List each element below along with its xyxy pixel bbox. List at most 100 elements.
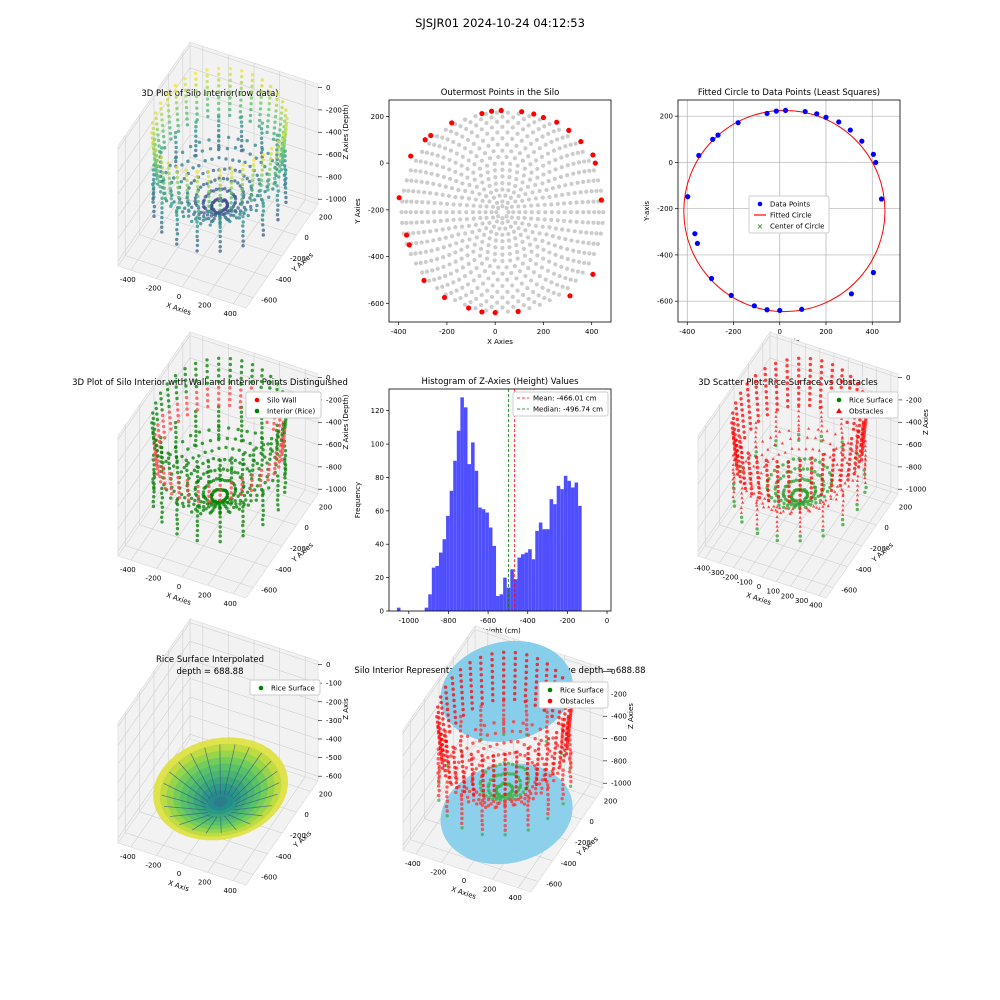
data-point — [280, 162, 284, 167]
data-point — [152, 467, 156, 472]
data-point — [440, 737, 444, 742]
data-point — [175, 232, 180, 236]
grid-line-3d — [762, 462, 891, 505]
data-point — [163, 196, 168, 201]
data-point — [798, 463, 802, 468]
y-tick-label: -200 — [575, 839, 591, 847]
histogram-bar — [513, 579, 518, 611]
interior-point — [573, 141, 578, 146]
data-point — [216, 139, 221, 143]
interior-point — [508, 161, 513, 167]
obstacle-point — [731, 495, 735, 499]
data-point — [234, 505, 239, 509]
interior-point — [504, 214, 509, 219]
data-point — [166, 451, 170, 455]
interior-point — [423, 170, 429, 175]
data-point — [229, 196, 233, 200]
data-point — [194, 438, 198, 443]
y-tick-label: -200 — [657, 205, 673, 213]
data-point — [565, 741, 570, 745]
interior-point — [496, 154, 501, 160]
data-point — [796, 356, 801, 361]
outer-point — [449, 120, 455, 126]
interior-point — [479, 292, 484, 298]
data-point — [218, 463, 222, 468]
data-point — [808, 380, 812, 384]
data-point — [222, 167, 227, 171]
data-point — [503, 767, 507, 772]
interior-point — [507, 251, 512, 257]
data-point — [748, 471, 752, 476]
data-point — [526, 818, 530, 822]
data-point — [216, 78, 221, 82]
data-point — [277, 465, 281, 469]
data-point — [561, 782, 565, 787]
data-point — [513, 650, 518, 655]
interior-point — [584, 230, 589, 235]
y-tick-label: 0 — [304, 234, 308, 242]
data-point — [163, 481, 167, 485]
interior-point — [515, 131, 520, 136]
data-point — [478, 739, 482, 743]
data-point — [260, 453, 265, 457]
data-point — [187, 214, 191, 218]
data-point — [251, 173, 255, 177]
y-tick-label: -400 — [276, 276, 292, 284]
outer-point — [406, 242, 412, 248]
outer-point — [531, 111, 537, 117]
data-point — [818, 394, 823, 398]
interior-point — [580, 220, 585, 225]
data-point — [739, 445, 744, 450]
data-point — [216, 72, 221, 76]
data-point — [185, 183, 189, 188]
data-point — [436, 757, 440, 761]
obstacle-point — [819, 415, 823, 419]
interior-point — [513, 236, 518, 241]
interior-point — [561, 218, 567, 224]
obstacle-point — [774, 508, 778, 512]
data-point — [276, 493, 280, 498]
data-point — [502, 679, 506, 684]
interior-point — [547, 160, 552, 165]
data-point — [524, 664, 529, 669]
obstacle-point — [820, 423, 824, 427]
y-tick-label: -200 — [290, 545, 306, 553]
interior-point — [443, 146, 448, 151]
data-point — [480, 822, 485, 827]
data-point — [160, 160, 164, 165]
interior-point — [487, 220, 492, 225]
data-point — [829, 488, 834, 493]
data-point — [161, 466, 166, 470]
data-point — [766, 483, 770, 487]
interior-point — [493, 238, 498, 243]
interior-point — [425, 180, 430, 185]
interior-point — [453, 169, 458, 174]
interior-point — [404, 220, 409, 225]
legend-box — [827, 391, 899, 419]
data-point — [558, 760, 562, 765]
data-point — [238, 405, 242, 410]
outer-point — [567, 293, 573, 299]
data-point — [754, 385, 758, 389]
data-point — [151, 416, 156, 421]
data-point — [238, 115, 242, 120]
data-point — [436, 793, 441, 798]
interior-point — [565, 163, 570, 168]
data-point — [268, 96, 272, 100]
data-point — [255, 461, 259, 466]
interior-point — [440, 135, 445, 140]
data-point — [747, 410, 752, 414]
histogram-bar — [424, 607, 429, 611]
interior-point — [565, 286, 570, 291]
x-tick-label: -800 — [441, 617, 457, 625]
data-point — [177, 490, 181, 495]
data-point — [503, 752, 507, 757]
obstacle-point — [784, 506, 788, 510]
data-point — [229, 466, 234, 470]
data-point — [168, 131, 173, 136]
data-point — [846, 473, 851, 477]
data-point — [205, 85, 209, 90]
data-point — [250, 84, 254, 89]
data-point — [174, 150, 178, 154]
data-point — [480, 754, 484, 758]
